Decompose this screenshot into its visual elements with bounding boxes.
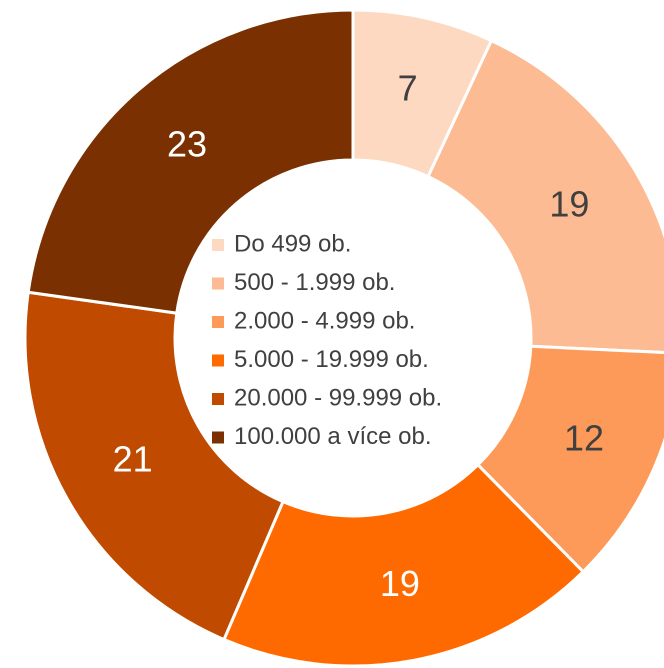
legend-swatch <box>212 239 224 251</box>
slice <box>23 290 285 642</box>
legend-label: 2.000 - 4.999 ob. <box>234 307 415 334</box>
legend-swatch <box>212 277 224 290</box>
slice <box>221 462 586 668</box>
data-label: 7 <box>398 67 418 108</box>
legend-swatch <box>212 431 224 444</box>
legend-label: 100.000 a více ob. <box>234 423 431 450</box>
legend-swatch <box>212 354 224 367</box>
data-label: 19 <box>549 183 589 224</box>
legend-label: 20.000 - 99.999 ob. <box>234 384 442 411</box>
legend-label: 5.000 - 19.999 ob. <box>234 346 429 373</box>
data-label: 12 <box>564 418 604 459</box>
data-label: 23 <box>167 124 207 165</box>
legend-label: 500 - 1.999 ob. <box>234 269 395 296</box>
data-label: 21 <box>113 439 153 480</box>
legend-swatch <box>212 316 224 328</box>
slice <box>26 8 355 315</box>
legend-swatch <box>212 393 224 405</box>
legend-label: Do 499 ob. <box>234 230 351 257</box>
slice <box>475 344 664 574</box>
slice <box>426 38 664 355</box>
data-label: 19 <box>380 563 420 604</box>
